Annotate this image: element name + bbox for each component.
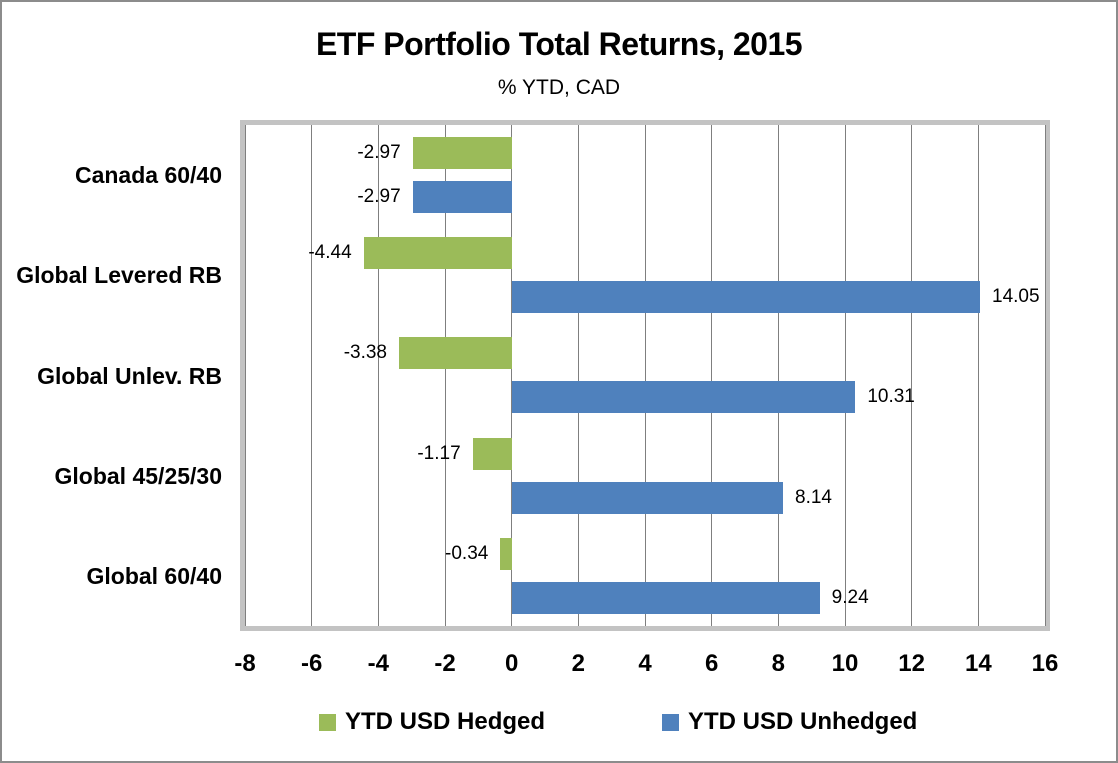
x-tick-label: 14 <box>964 650 992 677</box>
data-label: -1.17 <box>417 442 461 464</box>
data-label: -4.44 <box>308 242 352 264</box>
bar-unhedged <box>511 381 856 414</box>
bar-hedged <box>472 437 512 470</box>
data-label: 9.24 <box>831 586 869 608</box>
gridline <box>844 125 846 626</box>
legend-item-unhedged: YTD USD Unhedged <box>662 709 917 735</box>
gridline <box>711 125 713 626</box>
data-label: -0.34 <box>445 542 489 564</box>
bar-hedged <box>399 337 512 370</box>
x-tick-label: -8 <box>234 650 256 677</box>
gridline <box>1044 125 1046 626</box>
x-tick-label: 0 <box>504 650 519 677</box>
gridline <box>977 125 979 626</box>
x-tick-label: 10 <box>831 650 859 677</box>
x-tick-label: 12 <box>898 650 926 677</box>
bar-hedged <box>363 237 512 270</box>
x-tick-label: 16 <box>1031 650 1059 677</box>
gridline <box>244 125 246 626</box>
x-tick-label: -4 <box>367 650 389 677</box>
category-label: Global 45/25/30 <box>54 462 222 489</box>
gridline <box>444 125 446 626</box>
plot-inner: -2.97 -4.44 -3.38 -1.17 -0.34 -2.97 14.05 10.31… <box>244 125 1046 626</box>
gridline <box>777 125 779 626</box>
data-label: -3.38 <box>343 342 387 364</box>
gridline <box>511 125 513 626</box>
x-tick-label: -2 <box>434 650 456 677</box>
chart-subtitle: % YTD, CAD <box>497 76 621 99</box>
bar-unhedged <box>511 481 783 514</box>
legend-label-unhedged: YTD USD Unhedged <box>688 708 918 735</box>
data-label: -2.97 <box>357 142 401 163</box>
category-label: Global Levered RB <box>16 262 222 289</box>
gridline <box>644 125 646 626</box>
gridline <box>311 125 313 626</box>
data-label: 14.05 <box>992 286 1040 308</box>
bar-unhedged <box>412 181 512 213</box>
bar-hedged <box>412 137 512 169</box>
x-tick-label: -6 <box>300 650 323 677</box>
data-label: 8.14 <box>795 486 832 508</box>
gridline <box>577 125 579 626</box>
bar-unhedged <box>511 281 980 314</box>
legend-swatch-unhedged-icon <box>662 713 679 731</box>
bar-unhedged <box>511 581 820 614</box>
legend-swatch-hedged-icon <box>319 713 336 731</box>
legend-label-hedged: YTD USD Hedged <box>345 708 546 735</box>
chart-title: ETF Portfolio Total Returns, 2015 <box>315 26 803 62</box>
category-label: Canada 60/40 <box>74 162 222 189</box>
category-label: Global Unlev. RB <box>37 362 222 389</box>
data-label: -2.97 <box>357 186 401 207</box>
plot-area: -2.97 -4.44 -3.38 -1.17 -0.34 -2.97 14.05 10.31… <box>240 120 1050 631</box>
data-label: 10.31 <box>867 386 915 408</box>
x-tick-label: 6 <box>704 650 719 677</box>
x-tick-label: 8 <box>771 650 786 677</box>
legend-item-hedged: YTD USD Hedged <box>319 709 545 735</box>
gridline <box>377 125 379 626</box>
gridline <box>911 125 913 626</box>
bar-hedged <box>500 537 512 570</box>
x-tick-label: 4 <box>638 650 652 677</box>
x-tick-label: 2 <box>571 650 586 677</box>
category-label: Global 60/40 <box>86 562 222 589</box>
